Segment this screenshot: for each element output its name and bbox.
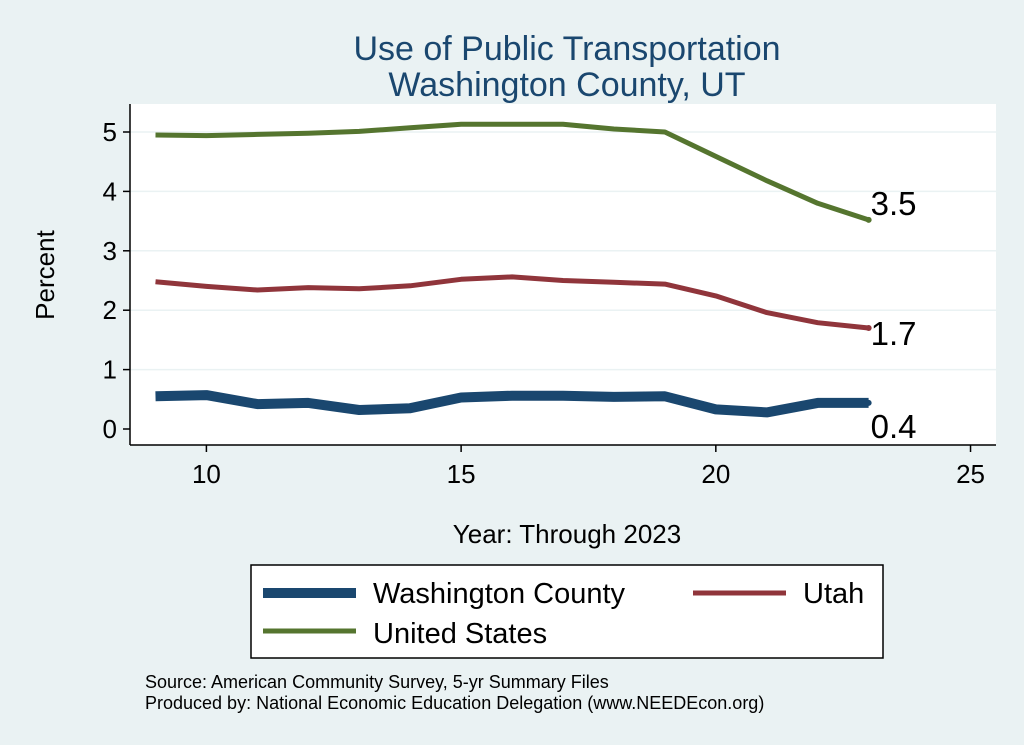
y-axis-label: Percent xyxy=(30,229,60,319)
x-tick-label: 25 xyxy=(956,459,985,489)
y-tick-label: 4 xyxy=(103,176,117,206)
series-end-point-united-states xyxy=(865,216,872,223)
x-tick-label: 10 xyxy=(192,459,221,489)
source-note: Source: American Community Survey, 5-yr … xyxy=(145,672,609,692)
series-line-utah xyxy=(155,274,869,331)
plot-area xyxy=(130,104,996,445)
chart-title-line-2: Washington County, UT xyxy=(388,66,745,104)
legend-label-washington-county: Washington County xyxy=(373,578,626,610)
end-label-utah: 1.7 xyxy=(871,315,917,352)
legend-label-utah: Utah xyxy=(803,578,864,610)
x-axis-label: Year: Through 2023 xyxy=(453,519,681,549)
end-label-united-states: 3.5 xyxy=(871,185,917,222)
x-tick-label: 20 xyxy=(701,459,730,489)
series-end-point-washington-county xyxy=(865,399,872,406)
chart-title-line-1: Use of Public Transportation xyxy=(353,30,780,68)
legend-box xyxy=(250,564,884,659)
legend: Washington County Utah United States xyxy=(250,564,884,659)
legend-label-united-states: United States xyxy=(373,618,547,650)
series-line-washington-county xyxy=(155,390,869,418)
producer-note: Produced by: National Economic Education… xyxy=(145,693,764,713)
y-tick-label: 1 xyxy=(103,355,117,385)
series-end-point-utah xyxy=(865,325,872,332)
axes: 0 1 2 3 4 5 10 15 20 25 xyxy=(103,104,996,489)
grid xyxy=(130,131,996,371)
end-labels: 0.4 1.7 3.5 xyxy=(871,185,917,445)
y-tick-label: 5 xyxy=(103,117,117,147)
y-tick-label: 0 xyxy=(103,414,117,444)
y-tick-label: 2 xyxy=(103,295,117,325)
series-lines xyxy=(155,121,872,418)
series-line-united-states xyxy=(155,121,870,223)
y-tick-label: 3 xyxy=(103,236,117,266)
x-tick-label: 15 xyxy=(447,459,476,489)
end-label-washington-county: 0.4 xyxy=(871,408,917,445)
